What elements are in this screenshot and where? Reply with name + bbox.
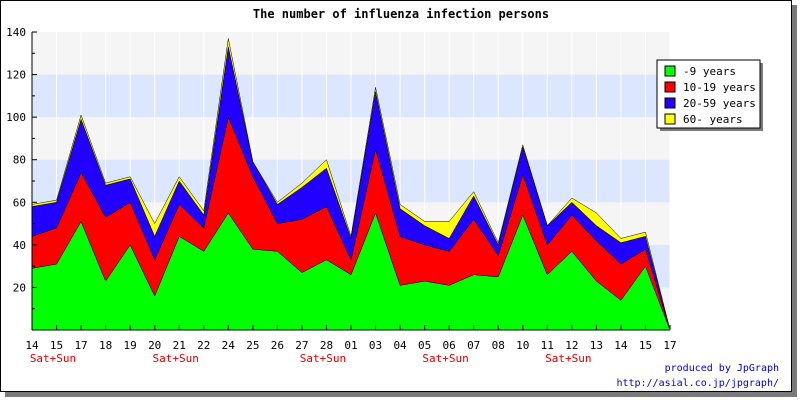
credit-url-link[interactable]: http://asial.co.jp/jpgraph/: [616, 378, 779, 389]
influenza-area-chart: 20 40 60 80 100 120 140 14 15 17 18 19 20 21 22 24 25 26 2…: [6, 7, 763, 365]
y-tick-label: 140: [6, 26, 26, 39]
x-tick-label: 20: [148, 339, 161, 352]
legend-swatch: [664, 97, 676, 109]
credit-line-1: produced by JpGraph: [664, 363, 779, 374]
x-tick-label: 24: [222, 339, 236, 352]
x-tick-label: 15: [50, 339, 63, 352]
legend-swatch: [664, 65, 676, 77]
x-tick-label: 01: [344, 339, 357, 352]
y-tick-label: 120: [6, 69, 26, 82]
x-tick-label: 22: [197, 339, 210, 352]
x-tick-label: 15: [639, 339, 652, 352]
x-tick-label: 04: [393, 339, 407, 352]
x-tick-label: 05: [418, 339, 431, 352]
x-tick-label: 28: [320, 339, 333, 352]
x-tick-label: 12: [565, 339, 578, 352]
chart-frame: 20 40 60 80 100 120 140 14 15 17 18 19 20 21 22 24 25 26 2…: [0, 0, 792, 392]
legend-swatch: [664, 81, 676, 93]
x-tick-label: 07: [467, 339, 480, 352]
x-tick-label: 18: [99, 339, 112, 352]
x-tick-label: 19: [124, 339, 137, 352]
weekend-label: Sat+Sun: [422, 352, 468, 365]
legend-label: 60- years: [683, 113, 743, 126]
chart-title: The number of influenza infection person…: [253, 7, 549, 21]
weekend-label: Sat+Sun: [30, 352, 76, 365]
weekend-label: Sat+Sun: [300, 352, 346, 365]
x-tick-label: 21: [173, 339, 186, 352]
x-tick-label: 25: [246, 339, 259, 352]
legend-swatch: [664, 113, 676, 125]
legend-label: -9 years: [683, 65, 736, 78]
x-tick-label: 14: [25, 339, 39, 352]
weekend-label: Sat+Sun: [545, 352, 591, 365]
x-tick-label: 03: [369, 339, 382, 352]
y-tick-label: 40: [13, 239, 26, 252]
x-tick-label: 06: [443, 339, 456, 352]
x-tick-label: 14: [614, 339, 628, 352]
weekend-label: Sat+Sun: [153, 352, 199, 365]
x-tick-label: 26: [271, 339, 284, 352]
y-tick-label: 60: [13, 196, 26, 209]
x-tick-label: 27: [295, 339, 308, 352]
x-tick-label: 10: [516, 339, 529, 352]
y-tick-label: 80: [13, 154, 26, 167]
x-tick-label: 11: [541, 339, 554, 352]
series-area-60-years: [31, 38, 671, 331]
x-tick-label: 17: [663, 339, 676, 352]
x-tick-label: 13: [590, 339, 603, 352]
y-tick-label: 20: [13, 281, 26, 294]
x-tick-label: 08: [492, 339, 505, 352]
legend-label: 10-19 years: [683, 81, 756, 94]
legend-label: 20-59 years: [683, 97, 756, 110]
x-tick-label: 17: [74, 339, 87, 352]
y-tick-label: 100: [6, 111, 26, 124]
